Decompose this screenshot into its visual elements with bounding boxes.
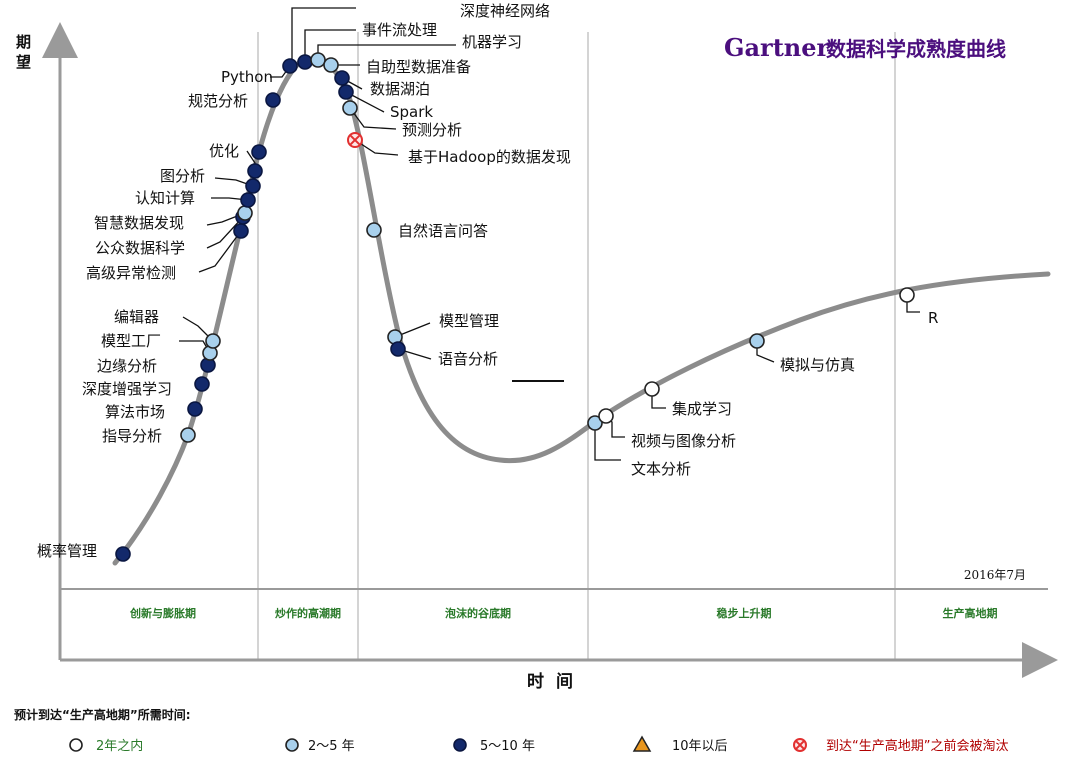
- hype-curve: [112, 56, 1051, 566]
- legend: 预计到达“生产高地期”所需时间: 2年之内 2～5 年 5～10 年 10年以后 到达“…: [14, 707, 1008, 754]
- data-point: [247, 163, 263, 179]
- chart-brand: Gartner: [724, 33, 829, 62]
- data-point: [180, 427, 196, 443]
- data-point: [194, 376, 210, 392]
- phase-labels: 创新与膨胀期 炒作的高潮期 泡沫的谷底期 稳步上升期 生产高地期: [129, 606, 998, 620]
- data-point-label: 指导分析: [102, 427, 162, 445]
- leader-line: [198, 230, 242, 273]
- chart-title: 数据科学成熟度曲线: [826, 37, 1006, 61]
- legend-marker: [793, 738, 807, 752]
- legend-label: 2年之内: [96, 738, 143, 754]
- x-axis-label: 时间: [527, 671, 585, 692]
- phase-dividers: [257, 32, 896, 660]
- data-point: [749, 333, 765, 349]
- data-point: [390, 341, 406, 357]
- leader-line: [291, 7, 356, 67]
- data-point: [245, 178, 261, 194]
- legend-label: 2～5 年: [308, 739, 355, 754]
- data-point: [240, 192, 256, 208]
- data-point-label: 模型工厂: [101, 332, 161, 350]
- data-point-label: 视频与图像分析: [631, 432, 736, 450]
- data-point-label: 基于Hadoop的数据发现: [408, 148, 571, 166]
- phase-label: 稳步上升期: [717, 606, 772, 620]
- data-points: [115, 52, 915, 562]
- data-point-label: 事件流处理: [362, 21, 437, 39]
- data-point-label: 自助型数据准备: [366, 58, 471, 76]
- data-point: [334, 70, 350, 86]
- data-point: [297, 54, 313, 70]
- data-point-label: 规范分析: [188, 92, 248, 110]
- data-point-label: 编辑器: [114, 308, 159, 326]
- legend-label: 5～10 年: [480, 739, 535, 754]
- data-point-label: 优化: [209, 142, 239, 160]
- data-point: [323, 57, 339, 73]
- legend-title: 预计到达“生产高地期”所需时间:: [14, 707, 191, 722]
- data-point: [644, 381, 660, 397]
- data-point-label: 高级异常检测: [86, 264, 176, 282]
- data-point: [366, 222, 382, 238]
- data-point-label: 机器学习: [462, 33, 522, 51]
- data-point-label: 智慧数据发现: [94, 214, 184, 232]
- leader-line: [594, 423, 621, 461]
- data-point-label: Python: [221, 68, 273, 86]
- data-point-label: 预测分析: [402, 121, 462, 139]
- data-point: [310, 52, 326, 68]
- leader-line: [304, 29, 356, 62]
- data-point: [233, 223, 249, 239]
- phase-label: 创新与膨胀期: [129, 606, 196, 620]
- data-point: [115, 546, 131, 562]
- data-point-label: 图分析: [160, 167, 205, 185]
- data-point: [237, 205, 253, 221]
- data-point: [347, 132, 363, 148]
- data-point-label: 概率管理: [37, 542, 97, 560]
- chart-date: 2016年7月: [964, 568, 1026, 582]
- data-point-label: 认知计算: [135, 189, 195, 207]
- data-point: [205, 333, 221, 349]
- data-point: [282, 58, 298, 74]
- legend-label: 10年以后: [672, 739, 728, 754]
- data-point: [587, 415, 603, 431]
- legend-marker: [632, 735, 652, 752]
- leader-line: [206, 216, 244, 249]
- data-point-label: 模型管理: [439, 312, 499, 330]
- data-point: [598, 408, 614, 424]
- legend-marker: [453, 738, 467, 752]
- data-point-label: 自然语言问答: [398, 222, 488, 240]
- data-point-label: 模拟与仿真: [780, 356, 855, 374]
- data-point: [265, 92, 281, 108]
- data-point: [899, 287, 915, 303]
- legend-marker: [69, 738, 83, 752]
- data-point: [342, 100, 358, 116]
- data-point-label: 深度神经网络: [460, 2, 550, 20]
- data-point-label: 深度增强学习: [82, 380, 172, 398]
- legend-marker: [285, 738, 299, 752]
- data-point-label: 边缘分析: [97, 357, 157, 375]
- data-point-label: 集成学习: [672, 400, 732, 418]
- phase-label: 生产高地期: [943, 606, 998, 620]
- data-point-label: 文本分析: [631, 460, 691, 478]
- legend-label: 到达“生产高地期”之前会被淘汰: [826, 738, 1008, 754]
- data-point-label: 语音分析: [438, 350, 498, 368]
- leader-line: [349, 107, 397, 130]
- phase-label: 泡沫的谷底期: [445, 606, 511, 620]
- phase-label: 炒作的高潮期: [275, 606, 341, 620]
- data-point-label: R: [928, 309, 938, 327]
- data-point-label: 数据湖泊: [370, 80, 430, 98]
- data-point-label: Spark: [390, 103, 433, 121]
- data-point: [338, 84, 354, 100]
- y-axis-label: 期 望: [16, 33, 36, 71]
- data-point-label: 算法市场: [105, 403, 165, 421]
- data-point: [187, 401, 203, 417]
- data-point-label: 公众数据科学: [95, 239, 185, 257]
- data-point: [251, 144, 267, 160]
